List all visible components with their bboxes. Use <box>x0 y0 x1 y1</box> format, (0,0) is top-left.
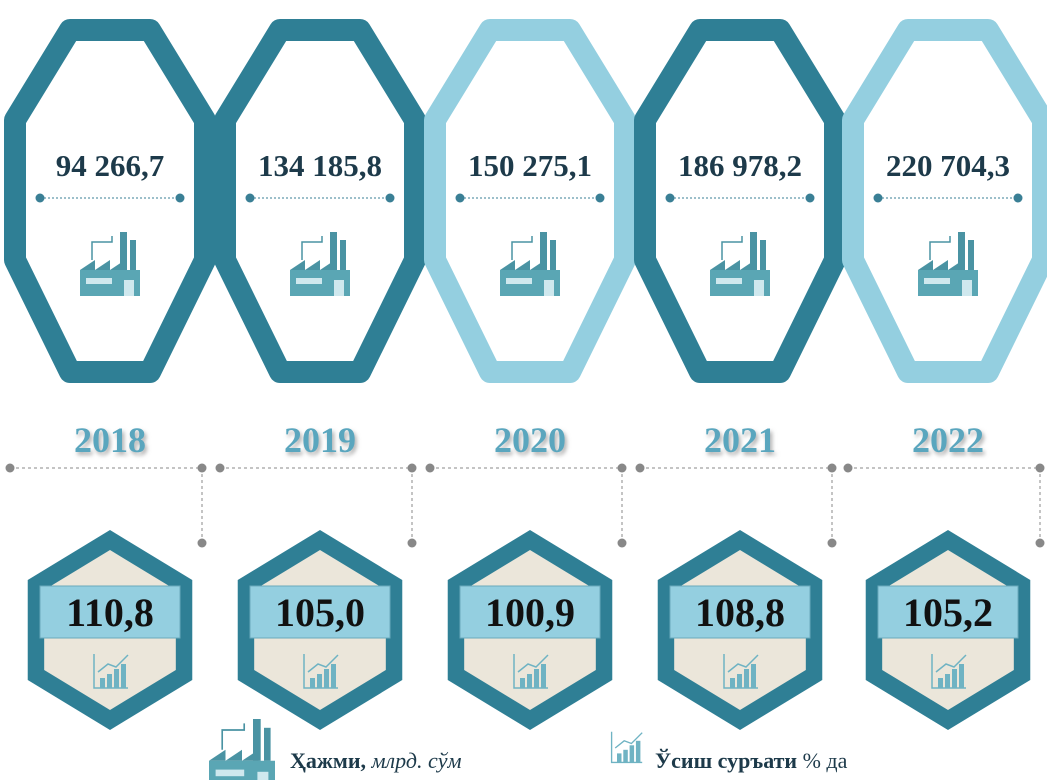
dot <box>827 463 837 473</box>
dot <box>1013 193 1023 203</box>
value-band <box>39 585 181 639</box>
value-band <box>459 585 601 639</box>
dot <box>35 193 45 203</box>
year: 2018 <box>74 420 146 460</box>
dot <box>425 463 435 473</box>
dot <box>215 463 225 473</box>
legend-text: Ҳажми, млрд. сўм <box>290 748 462 773</box>
connector <box>640 467 833 543</box>
legend: Ҳажми, млрд. сўм Ўсиш суръати % да <box>208 718 848 780</box>
dot <box>245 193 255 203</box>
value-band <box>249 585 391 639</box>
connector <box>848 467 1041 543</box>
factory-icon <box>289 231 351 297</box>
year: 2020 <box>494 420 566 460</box>
volume-value: 94 266,7 <box>56 148 165 183</box>
factory-icon <box>499 231 561 297</box>
connector <box>430 467 623 543</box>
factory-icon <box>709 231 771 297</box>
dot <box>617 463 627 473</box>
year: 2019 <box>284 420 356 460</box>
dot <box>617 538 627 548</box>
volume-value: 150 275,1 <box>468 148 592 183</box>
hex-band <box>842 19 1047 383</box>
hex-band <box>214 19 426 383</box>
year: 2022 <box>912 420 984 460</box>
dot <box>1035 463 1045 473</box>
dot <box>407 463 417 473</box>
dot <box>873 193 883 203</box>
dot <box>197 463 207 473</box>
legend-icon <box>610 731 643 764</box>
connector <box>10 467 203 543</box>
volume-value: 186 978,2 <box>678 148 802 183</box>
value-band <box>669 585 811 639</box>
value-band <box>877 585 1019 639</box>
dot <box>5 463 15 473</box>
growth-value: 100,9 <box>485 590 575 635</box>
dot <box>827 538 837 548</box>
dot <box>197 538 207 548</box>
dot <box>455 193 465 203</box>
factory-icon <box>917 231 979 297</box>
legend-unit: % да <box>803 748 848 773</box>
dot <box>635 463 645 473</box>
hex-band <box>424 19 636 383</box>
dot <box>665 193 675 203</box>
dot <box>1035 538 1045 548</box>
year: 2021 <box>704 420 776 460</box>
hex-band <box>634 19 846 383</box>
dot <box>407 538 417 548</box>
dot <box>843 463 853 473</box>
hex-band <box>4 19 216 383</box>
legend-label: Ўсиш суръати <box>655 748 797 773</box>
volume-value: 220 704,3 <box>886 148 1010 183</box>
dot <box>385 193 395 203</box>
growth-value: 108,8 <box>695 590 785 635</box>
dot <box>595 193 605 203</box>
legend-label: Ҳажми, <box>290 748 366 773</box>
factory-icon <box>79 231 141 297</box>
legend-unit: млрд. сўм <box>371 748 462 773</box>
growth-value: 110,8 <box>66 590 154 635</box>
growth-value: 105,0 <box>275 590 365 635</box>
growth-value: 105,2 <box>903 590 993 635</box>
legend-icon <box>208 718 276 780</box>
connector <box>220 467 413 543</box>
volume-value: 134 185,8 <box>258 148 382 183</box>
dot <box>175 193 185 203</box>
legend-text: Ўсиш суръати % да <box>655 748 848 773</box>
dot <box>805 193 815 203</box>
